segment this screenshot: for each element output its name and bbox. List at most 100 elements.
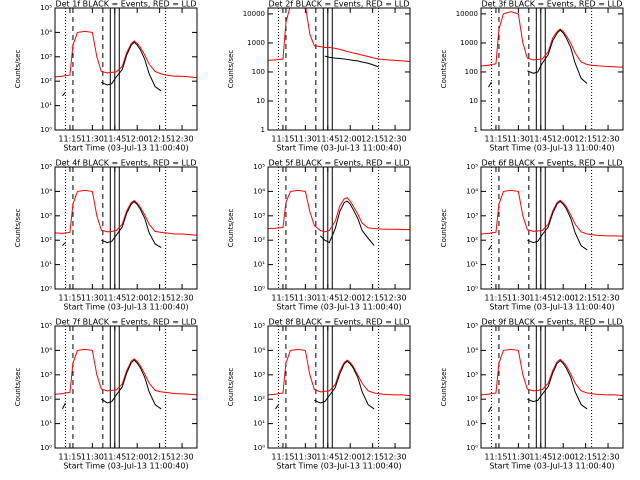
x-tick-label: 11:15 [484, 453, 507, 462]
x-tick-label: 12:15 [574, 453, 597, 462]
plot-frame [480, 325, 624, 449]
y-axis-label: Counts/sec [14, 209, 22, 248]
y-tick-label: 10⁰ [40, 126, 52, 134]
y-tick-label: 10⁵ [253, 322, 265, 330]
x-tick-label: 12:30 [171, 453, 194, 462]
x-tick-label: 12:00 [126, 453, 149, 462]
x-tick-label: 12:30 [384, 453, 407, 462]
x-tick-label: 11:45 [529, 294, 552, 303]
x-axis-label: Start Time (03-Jul-13 11:00:40) [276, 303, 401, 312]
x-tick-label: 12:00 [126, 294, 149, 303]
panel: Det 3f BLACK = Events, RED = LLD Start Ti… [440, 0, 624, 153]
y-tick-label: 10⁴ [253, 346, 265, 354]
y-axis-label: Counts/sec [227, 209, 235, 248]
y-tick-label: 10² [40, 77, 52, 85]
y-tick-label: 10³ [253, 212, 265, 220]
x-axis-label: Start Time (03-Jul-13 11:00:40) [63, 462, 188, 471]
series-line [268, 8, 410, 62]
x-tick-label: 12:15 [574, 294, 597, 303]
x-tick-label: 11:30 [81, 294, 104, 303]
x-tick-label: 11:45 [316, 135, 339, 144]
y-tick-label: 10000 [243, 10, 265, 18]
x-tick-label: 11:45 [316, 294, 339, 303]
y-tick-label: 10² [466, 395, 478, 403]
y-tick-label: 10² [253, 395, 265, 403]
y-tick-label: 10⁴ [40, 28, 52, 36]
x-tick-label: 11:15 [271, 294, 294, 303]
y-tick-label: 10⁰ [253, 444, 265, 452]
plot-frame [480, 166, 624, 290]
x-tick-label: 11:30 [294, 294, 317, 303]
series-line [319, 200, 375, 246]
y-tick-label: 10¹ [40, 261, 52, 269]
x-axis-label: Start Time (03-Jul-13 11:00:40) [489, 144, 614, 153]
plot-frame [267, 166, 411, 290]
y-axis-label: Counts/sec [440, 209, 448, 248]
x-tick-label: 11:45 [103, 453, 126, 462]
x-tick-label: 11:30 [507, 294, 530, 303]
y-axis-label: Counts/sec [440, 368, 448, 407]
x-tick-label: 12:15 [148, 135, 171, 144]
series-line [268, 189, 410, 233]
x-tick-label: 11:30 [507, 453, 530, 462]
y-axis-label: Counts/sec [440, 50, 448, 89]
series-line [488, 359, 588, 413]
panel: Det 7f BLACK = Events, RED = LLD Start Ti… [14, 318, 198, 471]
series-line [488, 200, 588, 251]
x-tick-label: 11:45 [529, 135, 552, 144]
y-tick-label: 10⁴ [40, 187, 52, 195]
x-tick-label: 11:30 [294, 453, 317, 462]
x-axis-label: Start Time (03-Jul-13 11:00:40) [63, 144, 188, 153]
y-tick-label: 10⁴ [253, 187, 265, 195]
x-axis-label: Start Time (03-Jul-13 11:00:40) [489, 462, 614, 471]
y-tick-label: 10000 [456, 10, 478, 18]
x-tick-label: 12:30 [597, 135, 620, 144]
y-tick-label: 10⁰ [466, 444, 478, 452]
x-tick-label: 11:15 [271, 453, 294, 462]
y-tick-label: 10¹ [466, 420, 478, 428]
x-tick-label: 12:15 [361, 135, 384, 144]
panel: Det 9f BLACK = Events, RED = LLD Start Ti… [440, 318, 624, 471]
y-axis-label: Counts/sec [14, 50, 22, 89]
x-tick-label: 11:30 [507, 135, 530, 144]
y-tick-label: 10² [253, 236, 265, 244]
x-tick-label: 12:00 [552, 294, 575, 303]
y-tick-label: 1000 [247, 39, 265, 47]
x-axis-label: Start Time (03-Jul-13 11:00:40) [276, 144, 401, 153]
x-tick-label: 12:15 [148, 294, 171, 303]
series-line [55, 30, 197, 79]
x-tick-label: 11:30 [81, 453, 104, 462]
plot-frame [54, 325, 198, 449]
series-line [55, 348, 197, 396]
x-tick-label: 11:15 [58, 453, 81, 462]
x-tick-label: 12:30 [384, 135, 407, 144]
series-line [488, 29, 588, 88]
panel-title: Det 6f BLACK = Events, RED = LLD [481, 159, 622, 168]
x-tick-label: 12:00 [339, 294, 362, 303]
series-line [62, 41, 162, 97]
x-tick-label: 11:15 [484, 135, 507, 144]
series-line [481, 189, 623, 237]
y-tick-label: 10² [40, 395, 52, 403]
y-tick-label: 10⁵ [40, 4, 52, 12]
y-tick-label: 1 [261, 126, 265, 134]
y-tick-label: 10³ [253, 371, 265, 379]
series-line [62, 359, 162, 410]
panel-title: Det 4f BLACK = Events, RED = LLD [55, 159, 196, 168]
y-axis-label: Counts/sec [14, 368, 22, 407]
panel: Det 5f BLACK = Events, RED = LLD Start Ti… [227, 159, 411, 312]
y-axis-label: Counts/sec [227, 368, 235, 407]
series-line [275, 360, 375, 410]
y-tick-label: 10³ [40, 53, 52, 61]
panel-title: Det 5f BLACK = Events, RED = LLD [268, 159, 409, 168]
y-tick-label: 10³ [466, 371, 478, 379]
series-line [481, 11, 623, 68]
x-tick-label: 12:00 [339, 453, 362, 462]
panel-title: Det 7f BLACK = Events, RED = LLD [55, 318, 196, 327]
y-tick-label: 10⁰ [466, 285, 478, 293]
y-tick-label: 10¹ [466, 261, 478, 269]
x-tick-label: 12:30 [171, 294, 194, 303]
y-axis-label: Counts/sec [227, 50, 235, 89]
plot-frame [480, 7, 624, 131]
